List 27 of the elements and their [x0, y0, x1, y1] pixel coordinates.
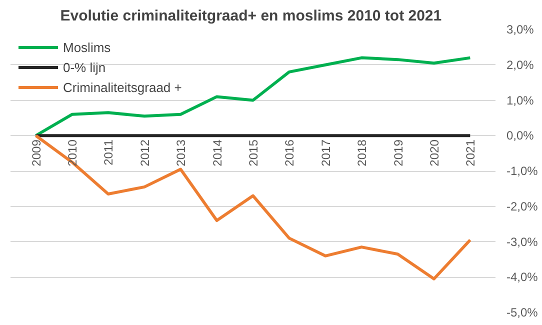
legend-label: Criminaliteitsgraad + [63, 80, 182, 94]
chart-title: Evolutie criminaliteitgraad+ en moslims 2010 tot 2021 [60, 8, 442, 24]
y-tick-label: 2,0% [506, 58, 534, 72]
line-series [34, 56, 472, 138]
x-tick-label: 2010 [66, 139, 80, 166]
y-tick-label: 0,0% [506, 128, 534, 143]
x-tick-label: 2015 [246, 139, 260, 166]
x-tick-label: 2012 [138, 139, 152, 166]
y-tick-label: -1,0% [506, 164, 538, 178]
x-tick-label: 2020 [427, 139, 442, 166]
x-tick-label: 2011 [102, 139, 116, 166]
y-tick-label: 1,0% [506, 93, 534, 108]
y-tick-label: -3,0% [506, 234, 538, 249]
x-tick-label: 2017 [318, 139, 333, 166]
x-tick-label: 2013 [174, 139, 188, 166]
y-tick-label: 3,0% [506, 22, 534, 36]
x-tick-label: 2019 [391, 139, 406, 166]
legend-label: 0-% lijn [63, 60, 106, 74]
y-tick-label: -4,0% [506, 270, 538, 284]
x-tick-label: 2009 [29, 139, 44, 166]
legend-label: Moslims [63, 40, 111, 54]
x-tick-label: 2014 [210, 139, 224, 166]
x-tick-label: 2021 [464, 139, 478, 166]
y-tick-label: -2,0% [506, 199, 538, 214]
y-tick-label: -5,0% [506, 306, 538, 320]
x-tick-label: 2016 [282, 139, 297, 166]
x-tick-label: 2018 [355, 139, 370, 166]
